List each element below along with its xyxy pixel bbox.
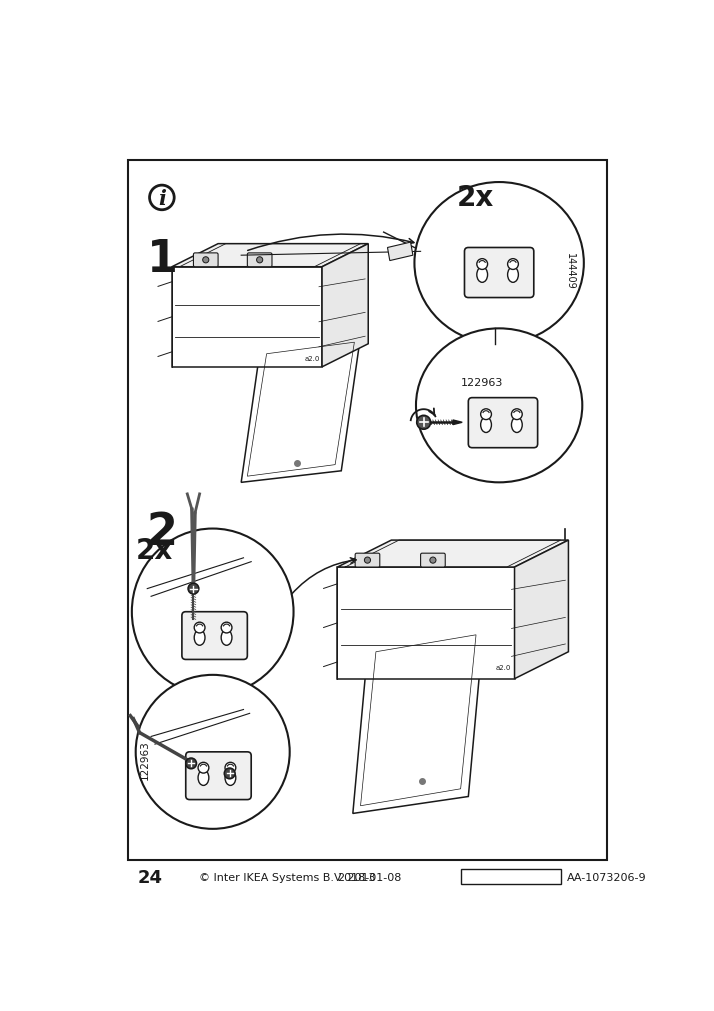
Polygon shape — [241, 337, 361, 483]
Bar — [128, 162, 607, 859]
Circle shape — [149, 186, 174, 210]
Ellipse shape — [194, 630, 205, 646]
FancyBboxPatch shape — [193, 254, 218, 268]
Polygon shape — [338, 541, 568, 567]
Ellipse shape — [511, 418, 522, 433]
Text: 122963: 122963 — [140, 740, 150, 779]
Circle shape — [186, 758, 196, 769]
Circle shape — [417, 416, 431, 430]
FancyBboxPatch shape — [468, 398, 538, 448]
Ellipse shape — [508, 268, 518, 283]
Circle shape — [508, 260, 518, 270]
Text: 2x: 2x — [457, 184, 494, 212]
Circle shape — [203, 258, 209, 264]
Polygon shape — [453, 421, 462, 426]
Polygon shape — [515, 541, 568, 679]
FancyBboxPatch shape — [247, 254, 272, 268]
Text: i: i — [158, 189, 166, 209]
Polygon shape — [353, 628, 483, 814]
Polygon shape — [172, 245, 368, 268]
FancyBboxPatch shape — [186, 752, 251, 800]
Bar — [461, 869, 560, 885]
Ellipse shape — [477, 268, 488, 283]
Circle shape — [194, 623, 205, 633]
Polygon shape — [388, 243, 413, 261]
Text: 2: 2 — [146, 511, 178, 553]
Polygon shape — [172, 268, 322, 367]
Text: AA-1073206-9: AA-1073206-9 — [567, 871, 646, 882]
Circle shape — [188, 583, 198, 594]
FancyBboxPatch shape — [421, 554, 446, 567]
Circle shape — [477, 260, 488, 270]
FancyBboxPatch shape — [465, 249, 534, 298]
Circle shape — [256, 258, 263, 264]
Ellipse shape — [414, 183, 584, 345]
FancyBboxPatch shape — [182, 612, 247, 660]
Text: 2018-01-08: 2018-01-08 — [338, 871, 402, 882]
Ellipse shape — [221, 630, 232, 646]
FancyBboxPatch shape — [355, 554, 380, 567]
Polygon shape — [322, 245, 368, 367]
Text: 2x: 2x — [136, 537, 173, 564]
Text: © Inter IKEA Systems B.V. 2013: © Inter IKEA Systems B.V. 2013 — [198, 871, 376, 882]
Circle shape — [481, 409, 491, 421]
Text: 24: 24 — [137, 867, 162, 886]
Circle shape — [364, 557, 371, 564]
Circle shape — [198, 762, 208, 773]
Text: 1: 1 — [146, 239, 178, 281]
Ellipse shape — [481, 418, 491, 433]
Ellipse shape — [225, 770, 236, 786]
Circle shape — [221, 623, 232, 633]
Polygon shape — [338, 567, 515, 679]
Text: 144409: 144409 — [565, 253, 575, 290]
Text: a2.0: a2.0 — [496, 664, 511, 670]
Circle shape — [430, 557, 436, 564]
Ellipse shape — [198, 770, 208, 786]
Text: 122963: 122963 — [461, 378, 503, 388]
Ellipse shape — [136, 675, 290, 829]
Circle shape — [224, 768, 235, 779]
Circle shape — [511, 409, 522, 421]
Text: a2.0: a2.0 — [305, 355, 321, 361]
Ellipse shape — [416, 329, 583, 483]
Circle shape — [225, 762, 236, 773]
Ellipse shape — [132, 529, 293, 696]
